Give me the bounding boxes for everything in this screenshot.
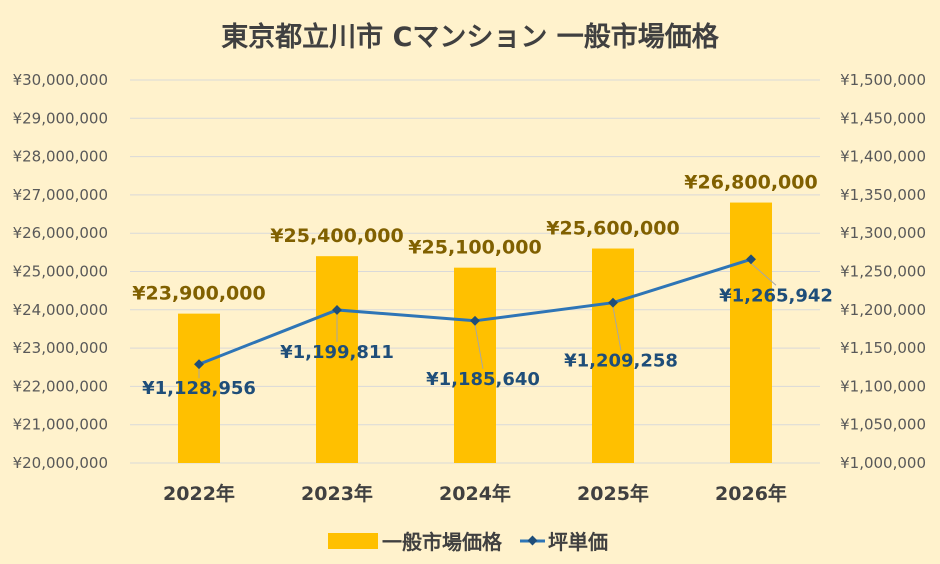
right-tick-label: ¥1,500,000	[840, 71, 926, 89]
right-tick-label: ¥1,100,000	[840, 377, 926, 395]
left-tick-label: ¥20,000,000	[13, 454, 108, 472]
line-data-labels: ¥1,128,956 ¥1,199,811 ¥1,185,640 ¥1,209,258…	[142, 285, 833, 399]
legend-line-marker	[527, 535, 538, 546]
left-tick-label: ¥30,000,000	[13, 71, 108, 89]
line-value-label: ¥1,209,258	[564, 351, 678, 372]
x-axis-ticks: 2022年 2023年 2024年 2025年 2026年	[163, 482, 787, 505]
line-series	[194, 254, 756, 370]
legend-line-label: 坪単価	[548, 530, 608, 554]
left-axis-ticks: ¥20,000,000 ¥21,000,000 ¥22,000,000 ¥23,000…	[13, 71, 108, 472]
leader-line	[612, 306, 622, 351]
left-tick-label: ¥22,000,000	[13, 377, 108, 395]
leader-line	[474, 324, 484, 369]
line-marker	[746, 254, 756, 265]
bar	[316, 256, 358, 463]
left-tick-label: ¥27,000,000	[13, 186, 108, 204]
bar	[178, 313, 220, 463]
x-tick-label: 2022年	[163, 482, 235, 505]
x-tick-label: 2024年	[439, 482, 511, 505]
left-tick-label: ¥26,000,000	[13, 224, 108, 242]
left-tick-label: ¥24,000,000	[13, 301, 108, 319]
x-tick-label: 2025年	[577, 482, 649, 505]
line-value-label: ¥1,199,811	[280, 342, 394, 363]
bar-data-labels: ¥23,900,000 ¥25,400,000¥25,100,000¥25,600…	[132, 172, 817, 305]
bar	[730, 202, 772, 463]
line-marker	[470, 315, 480, 326]
right-tick-label: ¥1,450,000	[840, 109, 926, 127]
chart-title: 東京都立川市 Cマンション 一般市場価格	[221, 21, 720, 53]
bar-value-label: ¥26,800,000	[684, 172, 817, 194]
x-tick-label: 2023年	[301, 482, 373, 505]
right-tick-label: ¥1,050,000	[840, 416, 926, 434]
left-tick-label: ¥28,000,000	[13, 148, 108, 166]
legend: 一般市場価格 坪単価	[328, 530, 608, 554]
left-tick-label: ¥23,000,000	[13, 339, 108, 357]
right-tick-label: ¥1,150,000	[840, 339, 926, 357]
right-tick-label: ¥1,200,000	[840, 301, 926, 319]
bar	[454, 267, 496, 463]
legend-bar-label: 一般市場価格	[382, 530, 503, 554]
legend-bar-swatch	[328, 533, 378, 549]
line-marker	[608, 297, 618, 308]
bar	[592, 248, 634, 463]
line-value-label: ¥1,185,640	[426, 369, 540, 390]
x-tick-label: 2026年	[715, 482, 787, 505]
left-tick-label: ¥25,000,000	[13, 263, 108, 281]
bar-value-label: ¥23,900,000	[132, 283, 265, 305]
left-tick-label: ¥29,000,000	[13, 109, 108, 127]
bar-value-label: ¥25,100,000	[408, 237, 541, 259]
left-tick-label: ¥21,000,000	[13, 416, 108, 434]
bar-series	[178, 202, 772, 463]
right-tick-label: ¥1,300,000	[840, 224, 926, 242]
line-marker	[332, 304, 342, 315]
line-value-label: ¥1,265,942	[719, 285, 833, 306]
bar-value-label: ¥25,400,000	[270, 225, 403, 247]
line-marker	[194, 359, 204, 370]
right-tick-label: ¥1,350,000	[840, 186, 926, 204]
leader-lines	[198, 262, 777, 379]
leader-line	[750, 262, 777, 286]
bar-value-label: ¥25,600,000	[546, 218, 679, 240]
right-axis-ticks: ¥1,000,000 ¥1,050,000 ¥1,100,000 ¥1,150,000…	[840, 71, 926, 472]
line-value-label: ¥1,128,956	[142, 378, 256, 399]
right-tick-label: ¥1,400,000	[840, 148, 926, 166]
right-tick-label: ¥1,250,000	[840, 263, 926, 281]
right-tick-label: ¥1,000,000	[840, 454, 926, 472]
